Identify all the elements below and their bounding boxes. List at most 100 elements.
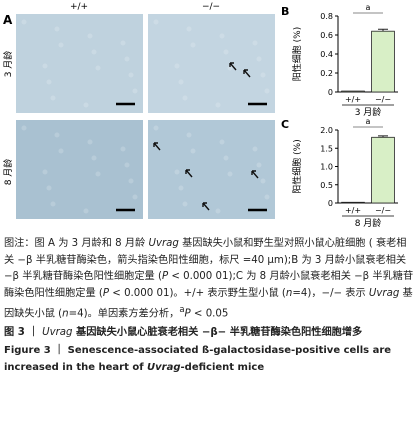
texture [50, 201, 56, 207]
caption-title: 图 3 ｜ Uvrag 基因缺失小鼠心脏衰老相关 −β− 半乳糖苷酶染色阳性细胞… [4, 325, 415, 342]
arrow [202, 202, 210, 211]
texture [260, 178, 266, 184]
texture [42, 63, 48, 69]
caption-text: 图 3 ｜ [4, 326, 43, 338]
texture [120, 146, 126, 152]
row-label: 3 月龄 [2, 51, 14, 78]
y-tick-label: 0.5 [320, 181, 333, 190]
y-tick-label: 0 [328, 199, 333, 208]
texture [227, 171, 233, 177]
caption-text: 图注：图 A 为 3 月龄和 8 月龄 [4, 238, 149, 249]
texture [46, 185, 52, 191]
caption-text: < 0.000 01)。 [109, 287, 184, 299]
texture [21, 19, 27, 25]
y-tick-label: 0 [328, 88, 333, 97]
caption-text: < 0.05 [190, 308, 229, 320]
y-tick-label: 2.0 [320, 126, 333, 135]
x-axis-label: 3 月龄 [355, 106, 382, 118]
bar [341, 90, 365, 93]
panel-label: B [281, 5, 289, 18]
caption-text: =4)，−/− 表示 [292, 287, 369, 299]
caption-text: Uvrag [147, 361, 181, 373]
caption-text: 基因缺失小鼠 ( [4, 287, 413, 320]
micrograph [148, 120, 275, 219]
texture [83, 102, 89, 108]
texture [132, 194, 138, 200]
texture [223, 49, 229, 55]
bar [341, 201, 365, 204]
texture [83, 208, 89, 214]
y-tick-label: 0.6 [320, 31, 333, 40]
caption-text: 基因缺失小鼠和野生型对照小鼠心脏细胞 ( 衰老相关 −β 半乳糖苷酶染色，箭头指… [4, 238, 407, 266]
texture [50, 95, 56, 101]
texture [174, 63, 180, 69]
caption-text: -deficient mice [180, 361, 265, 373]
texture [128, 178, 134, 184]
texture [153, 125, 159, 131]
texture [227, 65, 233, 71]
caption-text: Uvrag [148, 238, 179, 249]
texture [223, 155, 229, 161]
texture [215, 102, 221, 108]
annotation: a [366, 117, 371, 126]
annotation: a [366, 3, 371, 12]
texture [95, 65, 101, 71]
caption-text: +/+ 表示野生型小鼠 ( [183, 287, 286, 299]
column-label: −/− [202, 2, 220, 12]
micrograph [16, 120, 143, 219]
texture [182, 201, 188, 207]
texture [21, 125, 27, 131]
y-tick-label: 0.2 [320, 69, 333, 78]
panel-label: A [3, 13, 13, 27]
caption-text: n [285, 287, 293, 299]
caption-text: < 0.000 01); [168, 271, 236, 282]
texture [95, 171, 101, 177]
texture [153, 19, 159, 25]
texture [252, 40, 258, 46]
row-label: 8 月龄 [2, 159, 14, 186]
column-label: +/+ [70, 2, 88, 12]
caption-text: C 为 8 月龄小鼠衰老相关 −β 半乳糖苷酶染色阳性细胞定量 ( [4, 271, 414, 299]
texture [219, 139, 225, 145]
caption-text: P [161, 271, 169, 282]
y-axis-label: 阳性细胞 (%) [291, 139, 303, 193]
texture [128, 72, 134, 78]
texture [186, 132, 192, 138]
x-tick-label: −/− [375, 95, 391, 104]
caption-text: 基因缺失小鼠心脏衰老相关 −β− 半乳糖苷酶染色阳性细胞增多 [72, 326, 363, 338]
texture [46, 79, 52, 85]
texture [256, 162, 262, 168]
texture [132, 88, 138, 94]
caption-note: 图注：图 A 为 3 月龄和 8 月龄 Uvrag 基因缺失小鼠和野生型对照小鼠… [4, 236, 415, 323]
arrow [243, 69, 251, 78]
texture [124, 56, 130, 62]
y-axis-label: 阳性细胞 (%) [291, 27, 303, 81]
texture [178, 185, 184, 191]
texture [91, 49, 97, 55]
arrow [251, 170, 259, 179]
x-tick-label: −/− [375, 206, 391, 215]
texture [91, 155, 97, 161]
texture [219, 33, 225, 39]
x-tick-label: +/+ [345, 95, 361, 104]
caption-text: a [179, 305, 185, 315]
texture [252, 146, 258, 152]
texture [58, 148, 64, 154]
x-tick-label: +/+ [345, 206, 361, 215]
y-tick-label: 1.5 [320, 144, 333, 153]
micrograph [148, 14, 275, 113]
caption-text: Uvrag [368, 287, 400, 299]
texture [58, 42, 64, 48]
texture [87, 139, 93, 145]
texture [87, 33, 93, 39]
y-tick-label: 1.0 [320, 163, 333, 172]
error-bar [378, 135, 388, 138]
caption-title-en: Figure 3 ｜ Senescence-associated ß-galac… [4, 343, 415, 376]
texture [190, 42, 196, 48]
caption-text: =4)。单因素方差分析， [68, 308, 180, 320]
texture [186, 26, 192, 32]
caption-text: Uvrag [42, 326, 73, 338]
caption-text: Figure 3 ｜ Senescence-associated ß-galac… [4, 345, 392, 373]
arrow [229, 62, 237, 71]
